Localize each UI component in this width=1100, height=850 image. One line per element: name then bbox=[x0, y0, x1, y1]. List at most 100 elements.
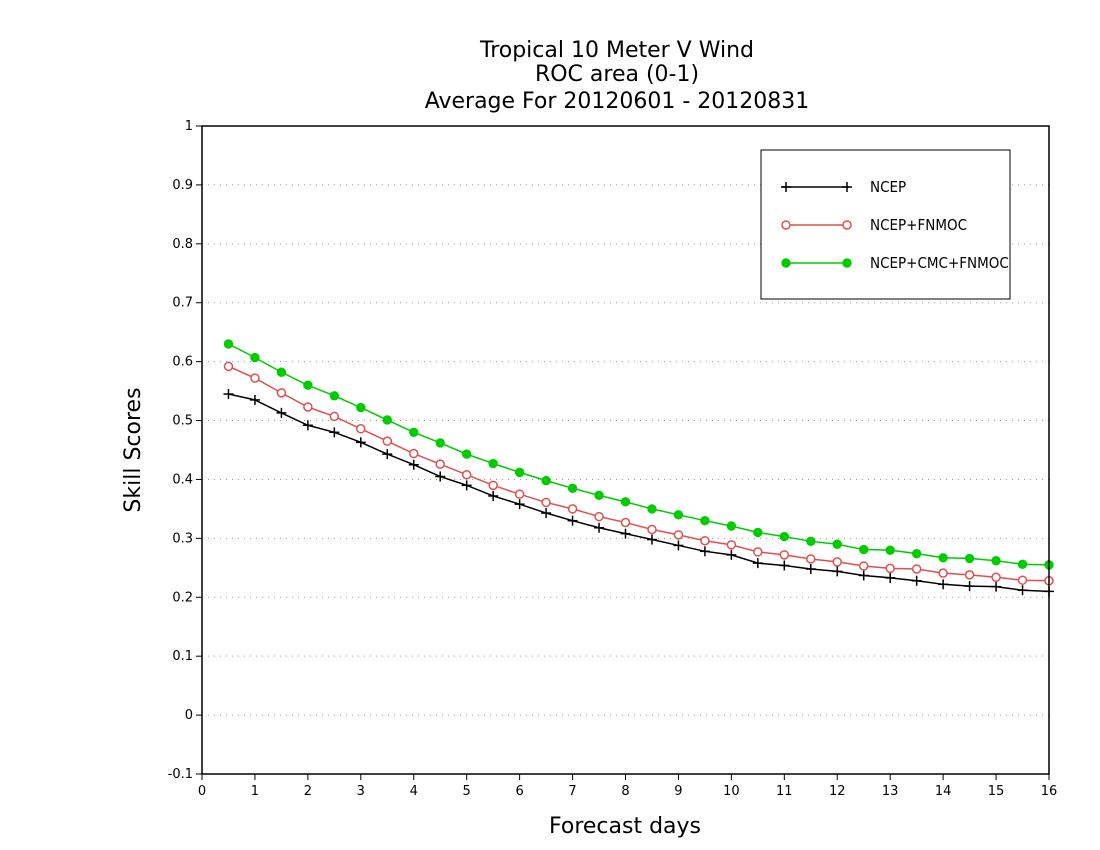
data-point-ncep-fnmoc bbox=[620, 517, 631, 528]
series-line-ncep-cmc-fnmoc bbox=[228, 343, 1050, 566]
data-point-ncep-fnmoc bbox=[673, 530, 684, 540]
data-point-ncep bbox=[329, 427, 340, 438]
y-tick-label: 0.4 bbox=[172, 472, 193, 487]
data-point-ncep-cmc-fnmoc bbox=[991, 556, 1001, 566]
data-point-ncep-fnmoc bbox=[356, 424, 366, 434]
data-point-ncep bbox=[355, 437, 366, 448]
data-point-ncep bbox=[223, 389, 234, 400]
data-point-ncep bbox=[752, 558, 763, 569]
x-tick-label: 1 bbox=[251, 784, 259, 799]
legend-label: NCEP bbox=[870, 178, 906, 196]
data-point-ncep-fnmoc bbox=[1017, 575, 1028, 585]
data-point-ncep bbox=[541, 508, 552, 519]
data-point-ncep bbox=[435, 471, 446, 482]
data-point-ncep-fnmoc bbox=[806, 554, 816, 564]
data-point-ncep-cmc-fnmoc bbox=[700, 515, 710, 526]
data-point-ncep-cmc-fnmoc bbox=[726, 521, 737, 531]
data-point-ncep-cmc-fnmoc bbox=[567, 483, 578, 493]
data-point-ncep-cmc-fnmoc bbox=[647, 504, 657, 514]
data-point-ncep bbox=[567, 515, 578, 526]
data-point-ncep-fnmoc bbox=[435, 459, 445, 469]
data-point-ncep bbox=[779, 560, 790, 571]
data-point-ncep bbox=[488, 490, 499, 501]
x-tick-label: 14 bbox=[935, 784, 952, 799]
x-tick-label: 10 bbox=[723, 784, 740, 799]
data-point-ncep bbox=[620, 528, 631, 539]
legend-marker bbox=[781, 258, 791, 268]
x-tick-label: 0 bbox=[198, 784, 206, 799]
data-point-ncep-fnmoc bbox=[329, 411, 340, 422]
data-point-ncep bbox=[991, 581, 1002, 592]
legend-marker bbox=[842, 220, 852, 230]
legend-marker bbox=[781, 182, 791, 192]
data-point-ncep-fnmoc bbox=[409, 448, 419, 459]
data-point-ncep-fnmoc bbox=[303, 402, 313, 412]
y-tick-label: 0.5 bbox=[172, 414, 193, 429]
data-point-ncep-fnmoc bbox=[700, 535, 710, 546]
legend-label: NCEP+FNMOC bbox=[870, 216, 967, 234]
data-point-ncep-cmc-fnmoc bbox=[859, 544, 869, 555]
legend-marker bbox=[842, 182, 852, 192]
y-tick-label: 1 bbox=[185, 119, 193, 134]
legend-marker bbox=[781, 220, 791, 230]
x-tick-label: 8 bbox=[621, 784, 629, 799]
data-point-ncep-fnmoc bbox=[250, 373, 260, 383]
data-point-ncep-cmc-fnmoc bbox=[223, 339, 234, 349]
data-point-ncep-fnmoc bbox=[382, 436, 393, 446]
data-point-ncep-cmc-fnmoc bbox=[885, 545, 895, 555]
data-point-ncep bbox=[514, 499, 525, 510]
data-point-ncep-fnmoc bbox=[726, 540, 737, 550]
legend-entry-ncep-fnmoc: NCEP+FNMOC bbox=[781, 216, 967, 234]
data-point-ncep bbox=[938, 579, 949, 590]
data-point-ncep-cmc-fnmoc bbox=[461, 449, 472, 459]
x-tick-label: 6 bbox=[515, 784, 523, 799]
data-point-ncep-cmc-fnmoc bbox=[779, 531, 790, 542]
data-point-ncep bbox=[461, 480, 472, 491]
data-point-ncep-cmc-fnmoc bbox=[832, 539, 842, 549]
data-point-ncep-fnmoc bbox=[594, 511, 604, 522]
y-tick-label: 0.9 bbox=[172, 178, 193, 193]
chart-title-line-3: Average For 20120601 - 20120831 bbox=[425, 89, 810, 114]
y-tick-label: 0.6 bbox=[172, 355, 193, 370]
data-point-ncep-fnmoc bbox=[753, 547, 763, 557]
data-point-ncep-fnmoc bbox=[223, 361, 234, 372]
data-point-ncep bbox=[699, 546, 710, 557]
data-point-ncep-cmc-fnmoc bbox=[620, 497, 631, 507]
series-line-ncep-fnmoc bbox=[228, 365, 1050, 582]
x-tick-label: 13 bbox=[882, 784, 899, 799]
x-tick-label: 5 bbox=[463, 784, 471, 799]
x-tick-label: 12 bbox=[829, 784, 846, 799]
data-point-ncep bbox=[673, 540, 684, 551]
data-point-ncep bbox=[858, 570, 869, 581]
data-point-ncep bbox=[408, 459, 419, 470]
data-point-ncep-cmc-fnmoc bbox=[514, 467, 525, 478]
data-point-ncep bbox=[885, 572, 896, 583]
chart-title-line-2: ROC area (0-1) bbox=[535, 62, 699, 87]
y-tick-label: 0.8 bbox=[172, 237, 193, 252]
data-point-ncep-fnmoc bbox=[461, 469, 472, 480]
data-point-ncep-cmc-fnmoc bbox=[409, 427, 419, 438]
series-layer bbox=[223, 339, 1054, 597]
x-tick-label: 9 bbox=[674, 784, 682, 799]
data-point-ncep-fnmoc bbox=[567, 504, 578, 514]
data-point-ncep bbox=[805, 563, 816, 574]
plot-frame bbox=[201, 125, 1050, 775]
data-point-ncep-fnmoc bbox=[991, 572, 1001, 582]
y-tick-label: 0.1 bbox=[172, 649, 193, 664]
x-tick-label: 4 bbox=[410, 784, 418, 799]
x-axis-label: Forecast days bbox=[549, 814, 701, 839]
data-point-ncep-fnmoc bbox=[514, 489, 525, 499]
data-point-ncep bbox=[382, 449, 393, 460]
data-point-ncep-cmc-fnmoc bbox=[594, 490, 604, 501]
data-point-ncep-cmc-fnmoc bbox=[911, 548, 922, 559]
x-tick-label: 3 bbox=[357, 784, 365, 799]
data-point-ncep-cmc-fnmoc bbox=[435, 438, 445, 448]
legend: NCEP NCEP+FNMOC NCEP+CMC+FNMOC bbox=[760, 149, 1011, 300]
data-point-ncep bbox=[594, 522, 605, 533]
series-ncep bbox=[223, 389, 1054, 597]
y-tick-label: 0.2 bbox=[172, 590, 193, 605]
y-tick-label: 0 bbox=[185, 708, 193, 723]
x-tick-label: 16 bbox=[1041, 784, 1058, 799]
x-tick-label: 2 bbox=[304, 784, 312, 799]
